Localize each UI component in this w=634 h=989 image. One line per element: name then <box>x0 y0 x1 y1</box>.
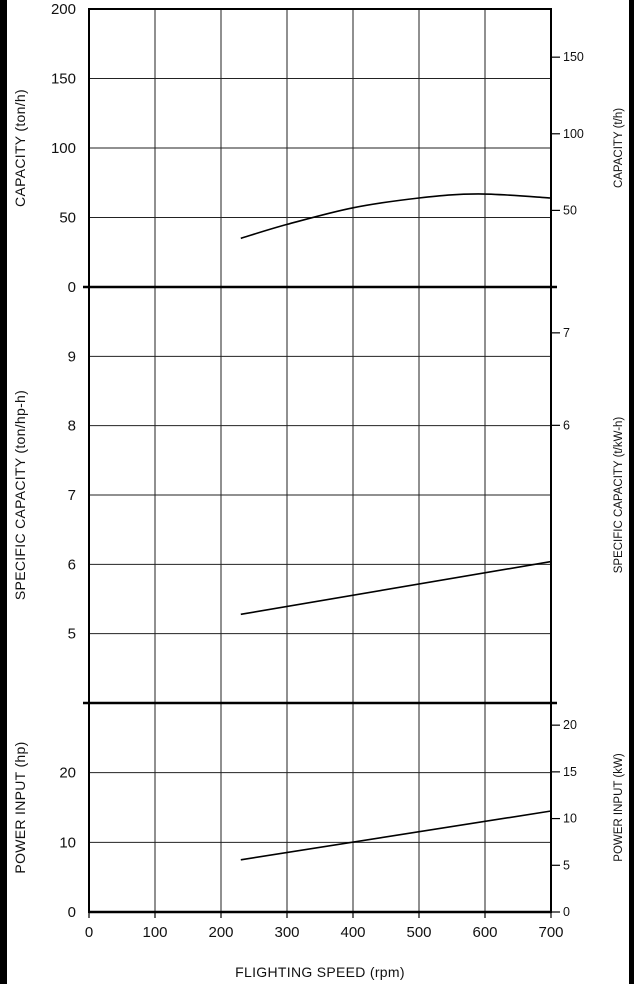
capacity-right-axis-title: CAPACITY (t/h) <box>613 108 625 188</box>
power_input-y-tick-label: 0 <box>68 904 76 921</box>
power_input-right-tick-label: 15 <box>563 765 577 779</box>
grid-layer <box>89 9 560 913</box>
capacity-left-axis-title: CAPACITY (ton/h) <box>12 89 28 207</box>
specific_capacity-y-tick-label: 7 <box>68 487 76 504</box>
capacity-y-tick-label: 50 <box>59 210 76 227</box>
specific_capacity-y-tick-label: 5 <box>68 626 76 643</box>
power_input-right-axis-title: POWER INPUT (kW) <box>613 753 625 862</box>
labels-layer: 0 100 200 300 400 500 600 700050100150200501001… <box>12 1 625 941</box>
capacity-y-tick-label: 0 <box>68 279 76 296</box>
specific_capacity-right-axis-title: SPECIFIC CAPACITY (t/kW-h) <box>613 417 625 574</box>
frame-layer <box>83 8 557 918</box>
x-tick-label: 700 <box>538 924 563 941</box>
right-edge-bar <box>629 0 634 984</box>
specific_capacity-y-tick-label: 9 <box>68 348 76 365</box>
x-tick-label: 600 <box>472 924 497 941</box>
capacity-y-tick-label: 100 <box>51 140 76 157</box>
power_input-y-tick-label: 20 <box>59 765 76 782</box>
power_input-right-tick-label: 10 <box>563 812 577 826</box>
capacity-series-line <box>240 193 552 240</box>
x-tick-label: 100 <box>142 924 167 941</box>
specific_capacity-y-tick-label: 8 <box>68 418 76 435</box>
capacity-right-tick-label: 50 <box>563 203 577 217</box>
x-tick-label: 500 <box>406 924 431 941</box>
specific_capacity-y-tick-label: 6 <box>68 556 76 573</box>
series-layer <box>240 193 552 861</box>
capacity-right-tick-label: 150 <box>563 50 584 64</box>
power_input-left-axis-title: POWER INPUT (hp) <box>12 741 28 873</box>
power_input-y-tick-label: 10 <box>59 834 76 851</box>
specific_capacity-right-tick-label: 7 <box>563 326 570 340</box>
x-axis-title: FLIGHTING SPEED (rpm) <box>235 964 405 980</box>
capacity-right-tick-label: 100 <box>563 127 584 141</box>
plot-frame <box>88 8 552 913</box>
x-tick-label: 0 <box>85 924 93 941</box>
left-edge-bar <box>0 0 7 984</box>
x-tick-label: 200 <box>208 924 233 941</box>
specific_capacity-right-tick-label: 6 <box>563 418 570 432</box>
x-tick-label: 300 <box>274 924 299 941</box>
power_input-right-tick-label: 20 <box>563 718 577 732</box>
power_input-series-line <box>240 810 552 861</box>
capacity-y-tick-label: 200 <box>51 1 76 18</box>
x-tick-label: 400 <box>340 924 365 941</box>
power_input-right-tick-label: 5 <box>563 858 570 872</box>
specific_capacity-left-axis-title: SPECIFIC CAPACITY (ton/hp-h) <box>12 390 28 600</box>
specific_capacity-series-line <box>240 560 552 616</box>
power_input-right-tick-label: 0 <box>563 905 570 919</box>
capacity-y-tick-label: 150 <box>51 71 76 88</box>
